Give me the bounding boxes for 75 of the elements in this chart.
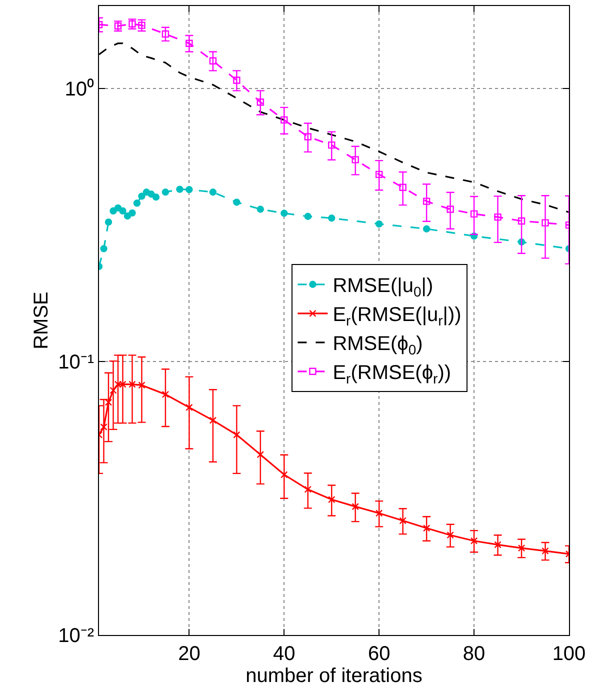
point: [133, 200, 141, 207]
point: [256, 206, 264, 213]
point: [104, 398, 112, 406]
point: [542, 547, 549, 555]
point: [494, 213, 502, 221]
legend-label: RMSE(|u$_{0}$|): [332, 275, 434, 300]
x-tick-label: 60: [368, 643, 390, 665]
point: [422, 198, 430, 205]
point: [138, 382, 146, 389]
point: [209, 188, 217, 196]
point: [100, 245, 108, 252]
legend-label: E$_{r}$(RMSE(ϕ$_{r}$)): [332, 362, 452, 386]
point: [152, 193, 160, 201]
point: [124, 212, 132, 220]
point: [470, 210, 478, 218]
point: [110, 207, 117, 214]
point: [209, 416, 217, 424]
point: [376, 170, 383, 178]
x-tick-label: 40: [273, 643, 296, 665]
point: [256, 98, 264, 106]
point: [148, 190, 155, 198]
y-tick-label: 10⁰: [64, 77, 94, 100]
point: [518, 217, 526, 225]
point: [104, 218, 112, 226]
point: [128, 209, 136, 217]
point: [399, 184, 406, 191]
point: [352, 156, 359, 164]
point: [280, 210, 288, 217]
point: [209, 57, 217, 64]
point: [470, 537, 478, 544]
point: [422, 225, 430, 232]
point: [399, 517, 406, 524]
point: [446, 206, 454, 213]
point: [328, 141, 336, 149]
point: [542, 219, 549, 226]
point: [280, 116, 288, 124]
y-tick-label: 10⁻¹: [58, 352, 94, 374]
legend-label: E$_{r}$(RMSE(|u$_{r}$|)): [332, 304, 462, 328]
x-tick-label: 80: [462, 643, 486, 665]
legend-label: RMSE(ϕ$_{0}$): [332, 333, 423, 358]
point: [138, 192, 146, 200]
point: [176, 186, 184, 193]
point: [186, 404, 193, 412]
point: [494, 541, 502, 548]
point: [280, 471, 288, 478]
point: [304, 212, 312, 220]
point: [304, 133, 312, 140]
point: [186, 186, 193, 194]
point: [162, 390, 170, 398]
x-axis-title: number of iterations: [246, 665, 422, 687]
point: [376, 220, 383, 228]
point: [162, 30, 170, 38]
x-tick-label: 100: [552, 643, 586, 665]
point: [304, 486, 312, 493]
point: [422, 524, 430, 532]
point: [128, 380, 136, 388]
x-tick-label: 20: [178, 643, 200, 665]
y-tick-label: 10⁻²: [58, 625, 94, 647]
point: [256, 451, 264, 458]
point: [328, 496, 336, 504]
point: [100, 423, 108, 431]
point: [518, 544, 526, 552]
point: [328, 214, 336, 222]
point: [186, 40, 193, 47]
point: [446, 531, 454, 539]
point: [233, 431, 240, 438]
point: [352, 502, 359, 510]
point: [119, 207, 126, 214]
point: [110, 386, 117, 394]
point: [114, 204, 122, 212]
y-axis-title: RMSE: [30, 292, 53, 350]
point: [162, 188, 170, 196]
point: [233, 76, 240, 84]
point: [376, 510, 383, 517]
point: [233, 198, 240, 206]
